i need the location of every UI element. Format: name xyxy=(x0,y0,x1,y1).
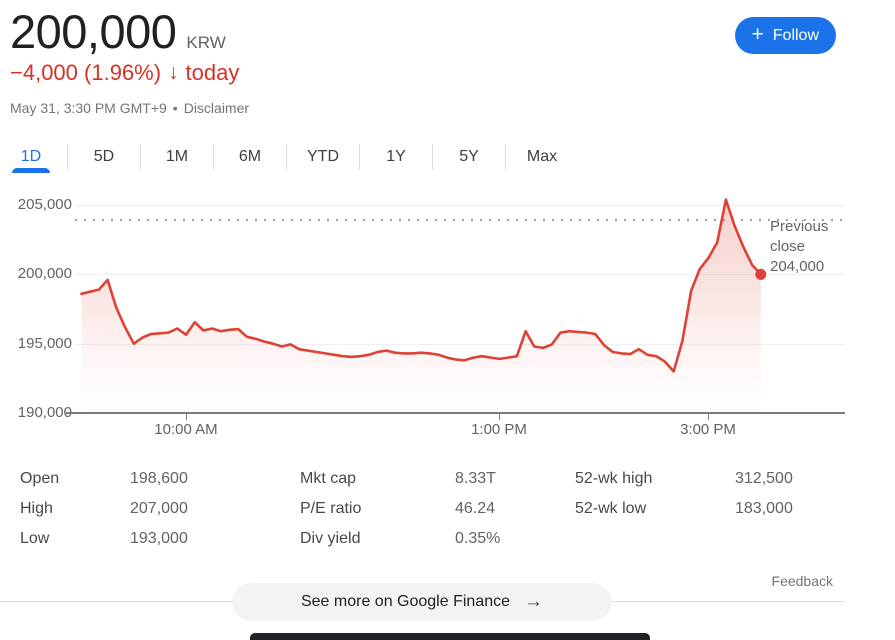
stat-value: 207,000 xyxy=(130,500,188,517)
tab-divider xyxy=(286,143,287,170)
gridline-205000 xyxy=(75,205,845,206)
previous-close-value: 204,000 xyxy=(770,258,825,275)
stat-value: 193,000 xyxy=(130,530,188,547)
arrow-down-icon: ↓ xyxy=(168,61,179,84)
x-axis-line xyxy=(66,412,845,414)
tab-label: 5D xyxy=(93,147,115,165)
disclaimer-link[interactable]: Disclaimer xyxy=(183,100,250,116)
see-more-button[interactable]: See more on Google Finance → xyxy=(232,583,612,621)
tab-divider xyxy=(67,143,68,170)
stat-row-low: Low 193,000 xyxy=(20,524,270,554)
time-range-tabs: 1D 5D 1M 6M YTD 1Y 5Y Max xyxy=(0,140,578,173)
tab-6m[interactable]: 6M xyxy=(214,140,286,173)
previous-close-annotation: Previous close 204,000 xyxy=(770,217,842,277)
stat-value: 0.35% xyxy=(455,530,501,547)
stat-value: 312,500 xyxy=(735,470,793,487)
stat-row-52wk-high: 52-wk high 312,500 xyxy=(575,464,835,494)
gridline-200000 xyxy=(75,274,845,275)
gridline-195000 xyxy=(75,344,845,345)
chart-end-dot xyxy=(755,268,767,280)
feedback-link[interactable]: Feedback xyxy=(771,573,833,589)
plus-icon: + xyxy=(751,23,764,46)
price-change-period: today xyxy=(185,60,240,85)
tab-1y[interactable]: 1Y xyxy=(360,140,432,173)
previous-close-dotted-line xyxy=(75,219,849,221)
tab-divider xyxy=(213,143,214,170)
tab-divider xyxy=(140,143,141,170)
tab-ytd[interactable]: YTD xyxy=(287,140,359,173)
price-line-chart[interactable] xyxy=(75,195,845,413)
stat-row-pe-ratio: P/E ratio 46.24 xyxy=(300,494,550,524)
stat-row-high: High 207,000 xyxy=(20,494,270,524)
stats-column-1: Open 198,600 High 207,000 Low 193,000 xyxy=(20,464,270,554)
tab-label: 1Y xyxy=(386,147,406,165)
stats-column-2: Mkt cap 8.33T P/E ratio 46.24 Div yield … xyxy=(300,464,550,554)
price-row: 200,000 KRW xyxy=(10,8,226,56)
tab-1d[interactable]: 1D xyxy=(0,140,67,173)
x-tick xyxy=(499,414,500,420)
tab-divider xyxy=(505,143,506,170)
stat-value: 8.33T xyxy=(455,470,496,487)
tab-label: 1M xyxy=(165,147,189,165)
quote-timestamp: May 31, 3:30 PM GMT+9 xyxy=(10,100,167,116)
stat-value: 183,000 xyxy=(735,500,793,517)
stat-label: 52-wk low xyxy=(575,500,647,517)
tab-5y[interactable]: 5Y xyxy=(433,140,505,173)
stat-label: Div yield xyxy=(300,530,361,547)
previous-close-label: Previous close xyxy=(770,218,829,255)
chart-area-fill xyxy=(81,199,761,413)
quote-timestamp-row: May 31, 3:30 PM GMT+9 • Disclaimer xyxy=(10,100,249,116)
dot-separator: • xyxy=(172,100,178,116)
stat-row-div-yield: Div yield 0.35% xyxy=(300,524,550,554)
stat-row-mkt-cap: Mkt cap 8.33T xyxy=(300,464,550,494)
x-tick xyxy=(186,414,187,420)
stat-label: Mkt cap xyxy=(300,470,357,487)
tab-label: Max xyxy=(526,147,558,165)
see-more-label: See more on Google Finance xyxy=(300,593,510,610)
tab-label: YTD xyxy=(307,147,339,165)
tab-divider xyxy=(432,143,433,170)
y-axis-label: 195,000 xyxy=(17,335,72,352)
x-axis-label: 3:00 PM xyxy=(680,421,736,438)
stat-label: High xyxy=(20,500,53,517)
tab-1m[interactable]: 1M xyxy=(141,140,213,173)
active-tab-underline xyxy=(12,168,50,173)
tab-label: 5Y xyxy=(459,147,479,165)
follow-button-label: Follow xyxy=(772,26,819,44)
stat-label: Low xyxy=(20,530,50,547)
tab-label: 6M xyxy=(238,147,262,165)
stat-row-open: Open 198,600 xyxy=(20,464,270,494)
stat-value: 46.24 xyxy=(455,500,496,517)
stat-label: Open xyxy=(20,470,60,487)
x-axis-label: 10:00 AM xyxy=(154,421,218,438)
price-change-value: −4,000 (1.96%) xyxy=(10,60,162,85)
stat-row-52wk-low: 52-wk low 183,000 xyxy=(575,494,835,524)
stat-value: 198,600 xyxy=(130,470,188,487)
price-change-row: −4,000 (1.96%) ↓ today xyxy=(10,60,239,86)
stat-label: 52-wk high xyxy=(575,470,653,487)
stats-column-3: 52-wk high 312,500 52-wk low 183,000 xyxy=(575,464,835,524)
chart-line xyxy=(80,198,763,373)
tab-5d[interactable]: 5D xyxy=(68,140,140,173)
current-price: 200,000 xyxy=(10,5,177,58)
arrow-right-icon: → xyxy=(524,591,543,612)
y-axis-label: 200,000 xyxy=(17,265,72,282)
tab-label: 1D xyxy=(20,147,42,165)
chart-area: 205,000 200,000 195,000 190,000 Previous… xyxy=(0,190,895,440)
stat-label: P/E ratio xyxy=(300,500,362,517)
next-section-edge xyxy=(250,633,650,640)
key-stats: Open 198,600 High 207,000 Low 193,000 Mk… xyxy=(0,464,895,576)
x-tick xyxy=(708,414,709,420)
y-axis-label: 190,000 xyxy=(17,404,72,421)
follow-button[interactable]: + Follow xyxy=(734,17,836,54)
currency-label: KRW xyxy=(186,33,226,52)
x-axis-label: 1:00 PM xyxy=(471,421,527,438)
tab-divider xyxy=(359,143,360,170)
tab-max[interactable]: Max xyxy=(506,140,578,173)
y-axis-label: 205,000 xyxy=(17,196,72,213)
